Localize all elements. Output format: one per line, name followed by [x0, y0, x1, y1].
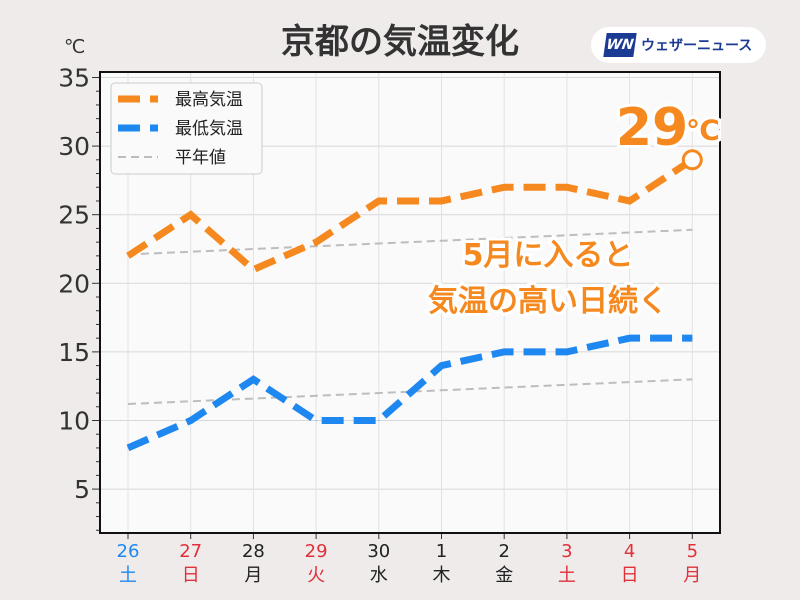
x-tick-label-weekday: 木	[433, 565, 451, 586]
last-value-annotation: 29	[616, 98, 688, 158]
y-tick-label: 10	[58, 406, 90, 435]
high-temp-point	[378, 200, 380, 202]
x-tick-label-date: 26	[117, 541, 140, 562]
high-temp-point	[315, 241, 317, 243]
x-tick-label-date: 27	[179, 541, 202, 562]
low-temp-point	[503, 351, 505, 353]
legend-label: 最高気温	[175, 90, 243, 110]
low-temp-point	[190, 419, 192, 421]
x-tick-label-weekday: 日	[621, 565, 639, 586]
legend-label: 平年値	[175, 148, 226, 168]
logo-text: ウェザーニュース	[641, 38, 753, 54]
x-tick-label-weekday: 月	[244, 565, 262, 586]
y-axis-unit: ℃	[64, 36, 86, 58]
x-tick-label-weekday: 水	[370, 565, 388, 586]
x-tick-label-weekday: 火	[307, 565, 325, 586]
high-temp-point	[252, 269, 254, 271]
high-temp-point	[629, 200, 631, 202]
x-tick-label-date: 30	[367, 541, 390, 562]
x-tick-label-date: 4	[624, 541, 635, 562]
weathernews-logo: WN ウェザーニュース	[591, 27, 766, 63]
high-temp-point	[503, 186, 505, 188]
low-temp-point	[441, 365, 442, 367]
x-tick-label-date: 29	[305, 541, 328, 562]
annotation-line-2: 気温の高い日続く	[428, 284, 668, 319]
y-tick-label: 15	[58, 338, 90, 367]
low-temp-point	[566, 351, 568, 353]
y-tick-label: 20	[58, 269, 90, 298]
last-value-unit: ℃	[686, 114, 720, 147]
high-temp-point	[190, 214, 192, 216]
low-temp-point	[315, 419, 317, 421]
x-tick-label-weekday: 土	[558, 565, 576, 586]
normal-high-line	[127, 228, 693, 256]
x-tick-label-weekday: 月	[683, 565, 701, 586]
x-tick-label-date: 3	[561, 541, 572, 562]
low-temp-point	[378, 419, 380, 421]
last-value-marker	[681, 149, 703, 171]
high-temp-line	[126, 156, 695, 274]
annotation-line-1: 5月に入ると	[463, 238, 634, 273]
low-temp-line	[126, 334, 693, 452]
x-tick-label-date: 1	[436, 541, 447, 562]
x-tick-label-date: 2	[498, 541, 509, 562]
x-tick-label-date: 28	[242, 541, 265, 562]
plot-frame	[99, 71, 721, 534]
legend-label: 最低気温	[175, 119, 243, 139]
x-tick-label-weekday: 金	[495, 565, 513, 586]
low-temp-point	[629, 337, 631, 339]
high-temp-point	[127, 255, 129, 257]
x-tick-label-weekday: 日	[182, 565, 200, 586]
chart-title: 京都の気温変化	[281, 22, 519, 62]
x-tick-label-weekday: 土	[119, 565, 137, 586]
y-tick-label: 30	[58, 132, 90, 161]
x-tick-label-date: 5	[687, 541, 698, 562]
low-temp-point	[127, 447, 129, 449]
low-temp-point	[691, 337, 693, 339]
y-tick-label: 25	[58, 201, 90, 230]
y-tick-label: 5	[74, 475, 90, 504]
high-temp-point	[566, 186, 568, 188]
low-temp-point	[252, 378, 254, 380]
y-tick-label: 35	[58, 63, 90, 92]
legend-box	[110, 82, 263, 175]
high-temp-point	[441, 200, 442, 202]
